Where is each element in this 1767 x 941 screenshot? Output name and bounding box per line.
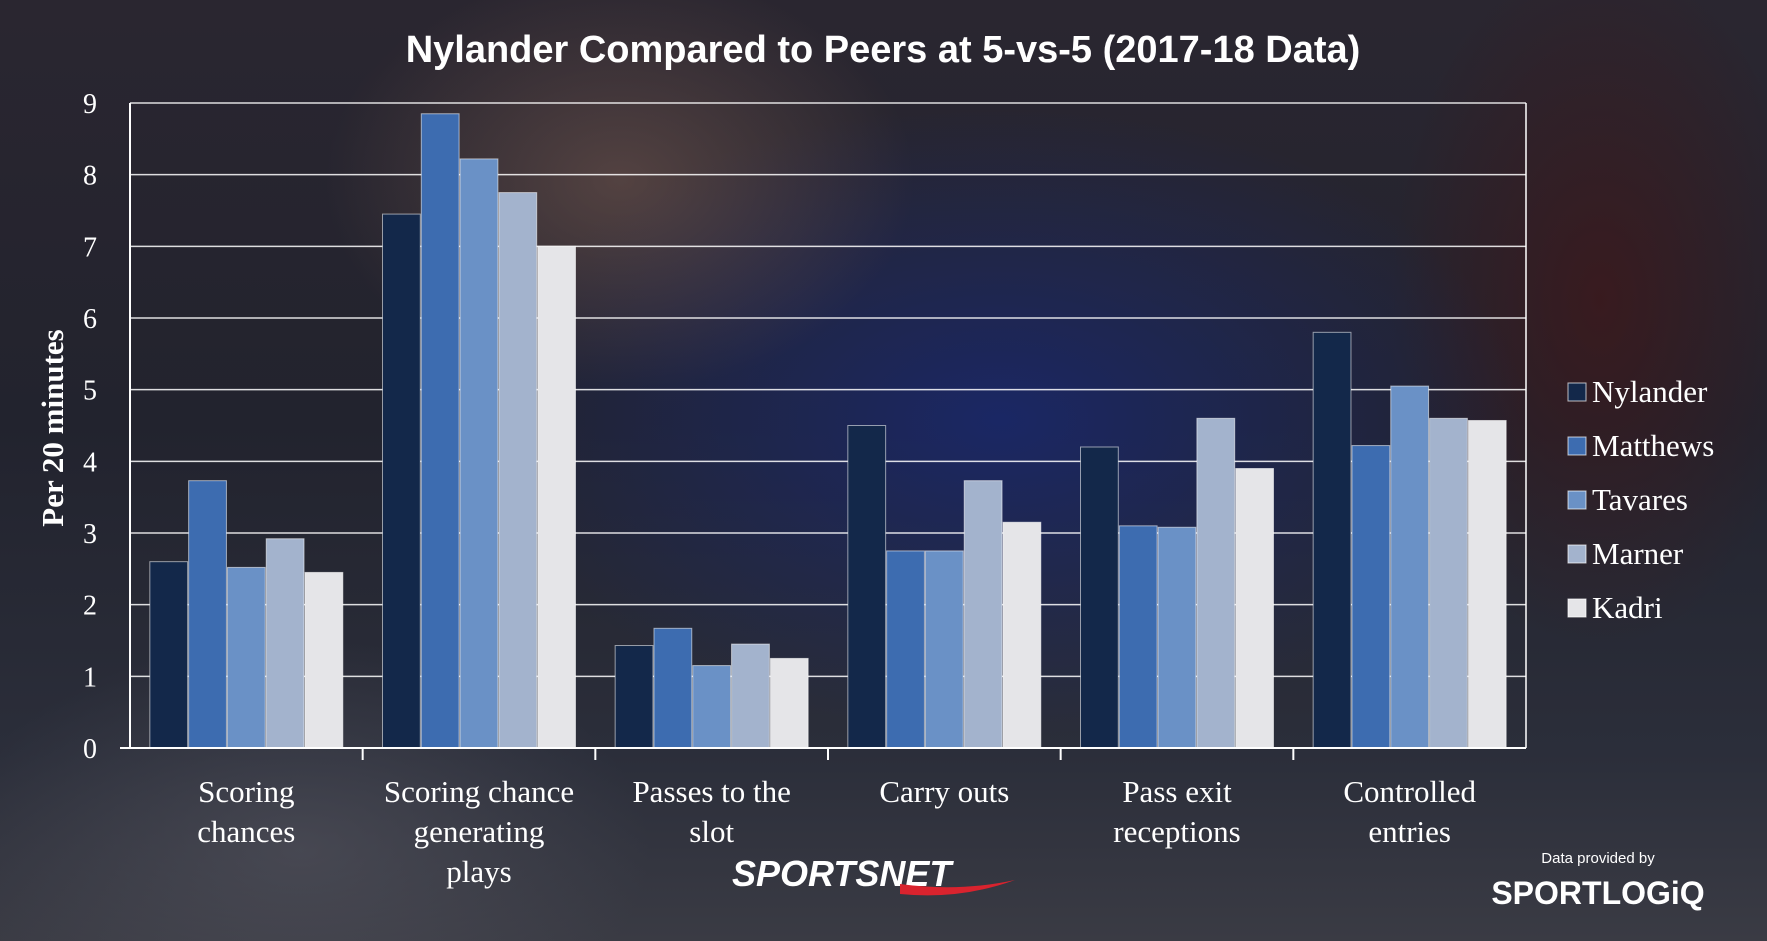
category-label: Scoring [198,774,294,809]
bar-nylander [149,561,189,749]
bar-marner [265,538,305,749]
bar-nylander [382,213,421,749]
sportsnet-logo: SPORTSNET [732,853,1015,896]
legend-item-marner: Marner [1567,536,1684,571]
category-label: Controlled [1343,774,1476,809]
category-label: chances [197,814,295,849]
y-axis-label: Per 20 minutes [35,329,70,526]
legend-item-nylander: Nylander [1567,374,1708,409]
y-tick-label: 2 [83,591,97,622]
bar-tavares [692,665,732,749]
category-label: receptions [1113,814,1240,849]
category-labels: Scoring chances Scoring chance generating pl… [197,774,1476,889]
bar-marner [1196,417,1236,749]
y-tick-label: 1 [83,662,97,693]
chart-title: Nylander Compared to Peers at 5-vs-5 (20… [406,29,1361,71]
legend-label: Kadri [1592,590,1663,625]
bar-kadri [1235,468,1274,749]
y-tick-label: 7 [83,232,97,263]
bar-marner [498,192,538,749]
bar-kadri [1467,419,1507,749]
legend-swatch [1567,382,1587,402]
bar-kadri [304,571,344,749]
sportlogiq-logo: Data provided by SPORTLOGiQ [1491,850,1704,911]
y-tick-label: 4 [83,447,97,478]
legend: Nylander Matthews Tavares Marner Kadri [1567,374,1714,625]
category-label: generating [414,814,545,849]
legend-item-tavares: Tavares [1567,482,1688,517]
legend-swatch [1567,436,1587,456]
y-tick-label: 5 [83,376,97,407]
legend-label: Matthews [1592,428,1714,463]
y-tick-label: 8 [83,161,97,192]
legend-label: Nylander [1592,374,1708,409]
bar-marner [963,480,1003,749]
bars [149,113,1507,749]
bar-tavares [924,550,964,749]
legend-item-matthews: Matthews [1567,428,1714,463]
y-tick-label: 6 [83,304,97,335]
legend-label: Tavares [1592,482,1688,517]
legend-swatch [1567,598,1587,618]
bar-nylander [847,425,887,749]
bar-matthews [420,113,460,749]
bar-matthews [886,550,925,749]
bar-matthews [1351,445,1391,749]
category-label: Carry outs [879,774,1009,809]
category-label: slot [689,814,734,849]
category-label: Pass exit [1122,774,1232,809]
bar-tavares [1390,385,1430,749]
legend-item-kadri: Kadri [1567,590,1663,625]
category-label: plays [446,854,511,889]
bar-nylander [1080,446,1119,749]
y-tick-label: 9 [83,89,97,120]
bar-tavares [226,566,266,749]
bar-tavares [459,158,499,749]
y-tick-labels: 0 1 2 3 4 5 6 7 8 9 [83,89,97,765]
data-provided-by-label: Data provided by [1541,850,1655,867]
legend-swatch [1567,544,1587,564]
bar-tavares [1157,526,1197,749]
y-tick-label: 3 [83,519,97,550]
legend-swatch [1567,490,1587,510]
axes [120,103,1527,760]
bar-kadri [1002,521,1042,749]
category-label: Passes to the [632,774,790,809]
category-label: Scoring chance [384,774,574,809]
bar-matthews [653,627,693,749]
sportsnet-swoosh [900,880,1015,896]
y-tick-label: 0 [83,734,97,765]
bar-nylander [614,645,654,749]
bar-nylander [1312,331,1352,749]
bar-marner [731,643,770,749]
grid-lines [130,102,1526,678]
legend-label: Marner [1592,536,1684,571]
bar-kadri [769,657,809,749]
sportlogiq-wordmark: SPORTLOGiQ [1491,875,1704,911]
bar-marner [1429,417,1468,749]
bar-matthews [1118,525,1158,749]
bar-matthews [188,480,227,749]
bar-kadri [537,245,577,749]
category-label: entries [1368,814,1451,849]
